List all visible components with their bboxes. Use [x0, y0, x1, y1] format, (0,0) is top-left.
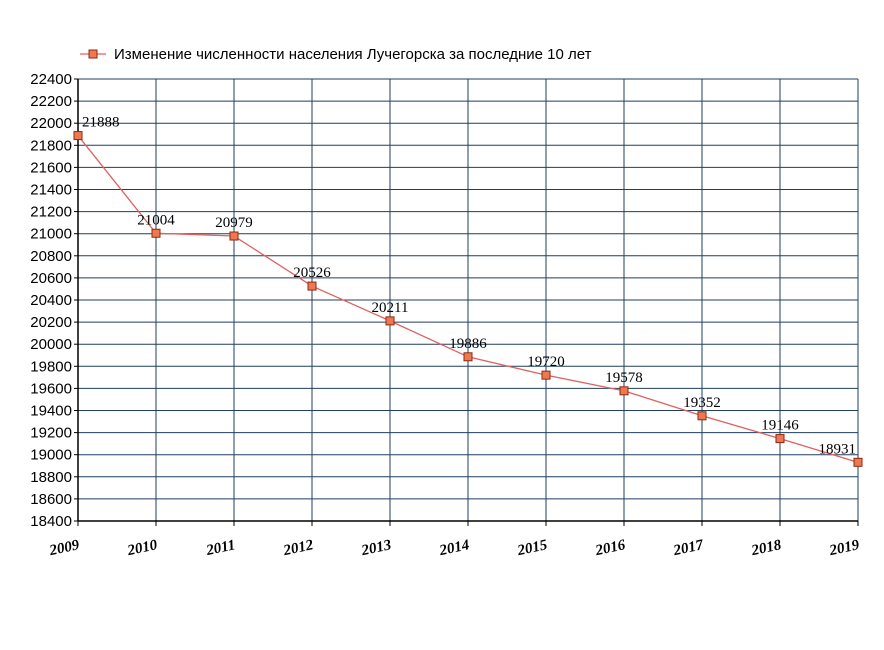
y-tick-label: 19200 [30, 425, 72, 442]
x-tick-label: 2018 [749, 537, 783, 559]
data-label: 20211 [372, 300, 409, 316]
y-tick-label: 20600 [30, 270, 72, 287]
x-tick-label: 2012 [281, 537, 315, 559]
x-tick-label: 2011 [204, 537, 237, 559]
data-point [463, 352, 473, 362]
x-tick-label: 2016 [593, 537, 627, 559]
data-point [775, 434, 785, 444]
data-label: 20526 [293, 265, 331, 281]
y-tick-label: 19600 [30, 380, 72, 397]
series [73, 131, 863, 467]
x-tick-label: 2015 [515, 537, 549, 559]
x-tick-label: 2019 [827, 537, 861, 559]
y-tick-label: 22000 [30, 115, 72, 132]
data-point [229, 231, 239, 241]
data-labels: 21888 21004 20979 20526 20211 19886 19720 19578… [82, 115, 856, 458]
data-point [385, 316, 395, 326]
y-tick-label: 21600 [30, 159, 72, 176]
grid [78, 78, 859, 521]
x-tick-label: 2009 [47, 537, 81, 559]
y-tick-label: 22400 [30, 71, 72, 88]
data-label: 19578 [605, 370, 643, 386]
y-tick-label: 21000 [30, 226, 72, 243]
y-tick-label: 20200 [30, 314, 72, 331]
legend-label: Изменение численности населения Лучегорс… [114, 46, 592, 63]
data-point [307, 281, 317, 291]
y-tick-label: 18600 [30, 491, 72, 508]
y-tick-label: 18800 [30, 469, 72, 486]
data-label: 19352 [683, 395, 721, 411]
y-tick-label: 18400 [30, 513, 72, 530]
data-point [697, 411, 707, 421]
data-point [541, 370, 551, 380]
data-point [853, 457, 863, 467]
data-label: 21004 [137, 212, 175, 228]
data-point [151, 228, 161, 238]
axes [74, 78, 859, 526]
x-tick-label: 2017 [671, 537, 705, 559]
y-tick-label: 21200 [30, 204, 72, 221]
x-tick-label: 2010 [125, 537, 159, 559]
y-tick-label: 19400 [30, 403, 72, 420]
data-label: 19146 [761, 418, 799, 434]
x-axis-ticks: 2009 2010 2011 2012 2013 2014 2015 2016 2017 2018… [47, 537, 861, 559]
y-axis-ticks: 18400 18600 18800 19000 19200 19400 19600 19800… [30, 71, 72, 530]
data-point [619, 386, 629, 396]
y-tick-label: 19000 [30, 447, 72, 464]
data-label: 21888 [82, 115, 120, 131]
legend-marker [88, 49, 98, 59]
y-tick-label: 22200 [30, 93, 72, 110]
y-tick-label: 20800 [30, 248, 72, 265]
y-tick-label: 20000 [30, 336, 72, 353]
x-tick-label: 2013 [359, 537, 393, 559]
data-point [73, 131, 83, 141]
data-label: 19886 [449, 336, 487, 352]
y-tick-label: 21800 [30, 137, 72, 154]
legend: Изменение численности населения Лучегорс… [80, 46, 592, 63]
y-tick-label: 19800 [30, 358, 72, 375]
data-label: 18931 [819, 441, 857, 457]
y-tick-label: 20400 [30, 292, 72, 309]
x-tick-label: 2014 [437, 537, 471, 559]
data-label: 19720 [527, 354, 565, 370]
data-label: 20979 [215, 215, 253, 231]
y-tick-label: 21400 [30, 182, 72, 199]
